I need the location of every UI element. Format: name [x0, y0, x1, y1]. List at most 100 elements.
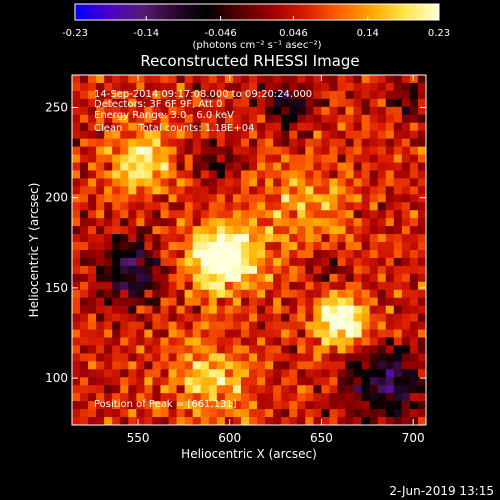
heatmap-cell	[281, 377, 290, 386]
heatmap-cell	[337, 385, 346, 394]
heatmap-cell	[305, 90, 314, 100]
heatmap-cell	[313, 281, 322, 291]
heatmap-cell	[265, 297, 274, 307]
heatmap-cell	[385, 170, 395, 179]
heatmap-cell	[273, 178, 282, 187]
heatmap-cell	[265, 170, 274, 179]
heatmap-cell	[273, 297, 282, 307]
heatmap-cell	[265, 146, 274, 155]
heatmap-cell	[224, 106, 234, 116]
heatmap-cell	[273, 361, 282, 370]
heatmap-cell	[152, 82, 161, 92]
heatmap-cell	[72, 345, 81, 354]
heatmap-cell	[257, 90, 266, 100]
heatmap-cell	[80, 154, 89, 163]
heatmap-cell	[80, 281, 89, 291]
heatmap-cell	[88, 250, 97, 259]
heatmap-cell	[305, 337, 314, 346]
heatmap-cell	[224, 361, 234, 370]
heatmap-cell	[168, 210, 177, 219]
heatmap-cell	[321, 265, 330, 275]
heatmap-cell	[184, 186, 194, 195]
heatmap-cell	[385, 337, 395, 346]
heatmap-cell	[120, 281, 129, 291]
heatmap-cell	[257, 122, 266, 132]
heatmap-cell	[257, 202, 266, 211]
heatmap-cell	[136, 202, 145, 211]
heatmap-cell	[184, 90, 194, 100]
heatmap-cell	[208, 289, 218, 299]
heatmap-cell	[353, 178, 363, 187]
heatmap-cell	[289, 369, 298, 378]
heatmap-cell	[385, 401, 395, 410]
heatmap-cell	[281, 114, 290, 124]
heatmap-cell	[257, 170, 266, 179]
heatmap-cell	[168, 202, 177, 211]
heatmap-cell	[240, 257, 250, 267]
heatmap-cell	[313, 353, 322, 362]
heatmap-cell	[369, 337, 379, 346]
heatmap-cell	[257, 353, 266, 362]
heatmap-cell	[88, 345, 97, 354]
heatmap-cell	[136, 273, 145, 283]
heatmap-cell	[401, 297, 411, 307]
heatmap-cell	[257, 377, 266, 386]
heatmap-cell	[401, 162, 411, 171]
heatmap-cell	[88, 106, 97, 116]
heatmap-cell	[160, 313, 169, 322]
heatmap-cell	[208, 154, 218, 163]
heatmap-cell	[128, 106, 137, 116]
heatmap-cell	[273, 130, 282, 140]
heatmap-cell	[240, 162, 250, 171]
heatmap-cell	[192, 417, 202, 426]
heatmap-cell	[265, 162, 274, 171]
heatmap-cell	[313, 194, 322, 203]
heatmap-cell	[136, 194, 145, 203]
heatmap-cell	[120, 82, 129, 92]
heatmap-cell	[273, 202, 282, 211]
heatmap-cell	[297, 234, 306, 243]
heatmap-cell	[337, 353, 346, 362]
time-range-annotation: 14-Sep-2014 09:17:08.000 to 09:20:24.000	[94, 89, 312, 100]
heatmap-cell	[337, 154, 346, 163]
heatmap-cell	[329, 265, 338, 275]
heatmap-cell	[232, 265, 242, 275]
heatmap-cell	[112, 202, 121, 211]
heatmap-cell	[168, 337, 177, 346]
heatmap-cell	[273, 234, 282, 243]
heatmap-cell	[208, 361, 218, 370]
heatmap-cell	[289, 345, 298, 354]
heatmap-cell	[297, 369, 306, 378]
heatmap-cell	[176, 234, 186, 243]
heatmap-cell	[361, 281, 371, 291]
heatmap-cell	[369, 417, 379, 426]
heatmap-cell	[313, 218, 322, 227]
heatmap-cell	[313, 265, 322, 275]
heatmap-cell	[224, 82, 234, 92]
heatmap-cell	[200, 273, 210, 283]
heatmap-cell	[385, 289, 395, 299]
heatmap-cell	[265, 218, 274, 227]
heatmap-cell	[168, 114, 177, 124]
heatmap-cell	[321, 250, 330, 259]
heatmap-cell	[353, 218, 363, 227]
heatmap-cell	[329, 329, 338, 338]
heatmap-cell	[313, 345, 322, 354]
heatmap-cell	[281, 257, 290, 267]
heatmap-cell	[265, 337, 274, 346]
heatmap-cell	[104, 313, 113, 322]
heatmap-cell	[144, 106, 153, 116]
heatmap-cell	[96, 361, 105, 370]
heatmap-cell	[281, 265, 290, 275]
heatmap-cell	[208, 377, 218, 386]
heatmap-cell	[200, 98, 210, 108]
heatmap-cell	[265, 273, 274, 283]
heatmap-cell	[361, 361, 371, 370]
heatmap-cell	[152, 170, 161, 179]
heatmap-cell	[104, 345, 113, 354]
heatmap-cell	[88, 98, 97, 108]
heatmap-cell	[168, 265, 177, 275]
heatmap-cell	[128, 210, 137, 219]
heatmap-cell	[168, 409, 177, 418]
heatmap-cell	[184, 178, 194, 187]
